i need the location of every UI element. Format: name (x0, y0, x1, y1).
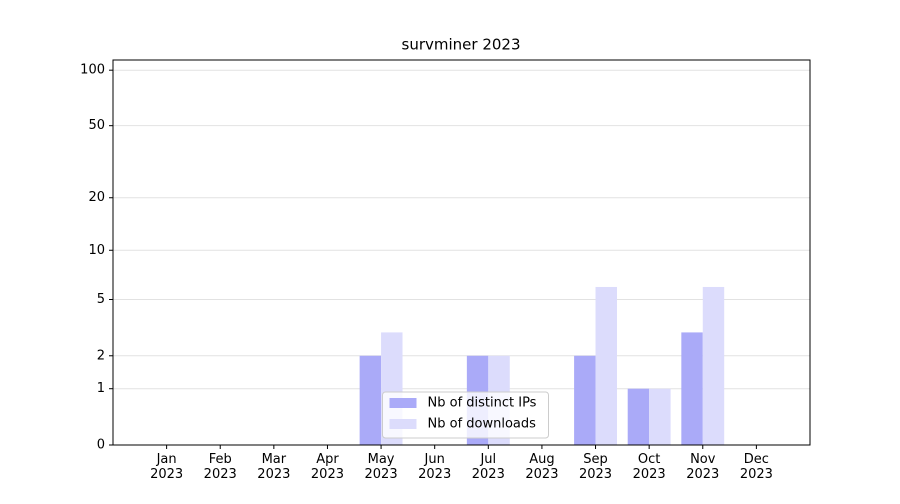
chart-title: survminer 2023 (402, 36, 521, 54)
x-tick-label: Jun 2023 (418, 452, 452, 482)
bar (359, 355, 382, 445)
y-tick-label: 1 (97, 381, 105, 396)
x-tick-label: Jul 2023 (471, 452, 505, 482)
x-tick-label: Aug 2023 (525, 452, 559, 482)
x-tick-label: Nov 2023 (686, 452, 720, 482)
bar (595, 286, 617, 445)
legend-label: Nb of downloads (428, 417, 537, 432)
legend-label: Nb of distinct IPs (428, 396, 537, 411)
x-tick-label: Sep 2023 (578, 452, 613, 482)
y-tick-label: 100 (80, 63, 105, 78)
y-tick-label: 20 (88, 190, 105, 205)
y-tick-label: 10 (88, 243, 105, 258)
bar (702, 286, 725, 445)
legend: Nb of distinct IPs Nb of downloads (382, 391, 549, 439)
x-tick-label: Oct 2023 (632, 452, 666, 482)
x-tick-label: Feb 2023 (203, 452, 237, 482)
legend-swatch (389, 398, 417, 408)
x-tick-label: Dec 2023 (739, 452, 773, 482)
legend-box (382, 391, 549, 439)
bar (574, 355, 596, 445)
y-tick-label: 50 (88, 118, 105, 133)
x-tick-label: May 2023 (364, 452, 398, 482)
bar (627, 388, 650, 445)
bar (681, 332, 703, 445)
plot-frame (112, 59, 811, 446)
y-tick-label: 0 (97, 438, 105, 453)
x-tick-label: Mar 2023 (257, 452, 291, 482)
y-tick-label: 5 (97, 292, 105, 307)
bar (649, 388, 671, 445)
y-tick-label: 2 (97, 348, 105, 363)
x-tick-label: Apr 2023 (310, 452, 344, 482)
legend-swatch (389, 419, 417, 429)
x-tick-label: Jan 2023 (150, 452, 184, 482)
